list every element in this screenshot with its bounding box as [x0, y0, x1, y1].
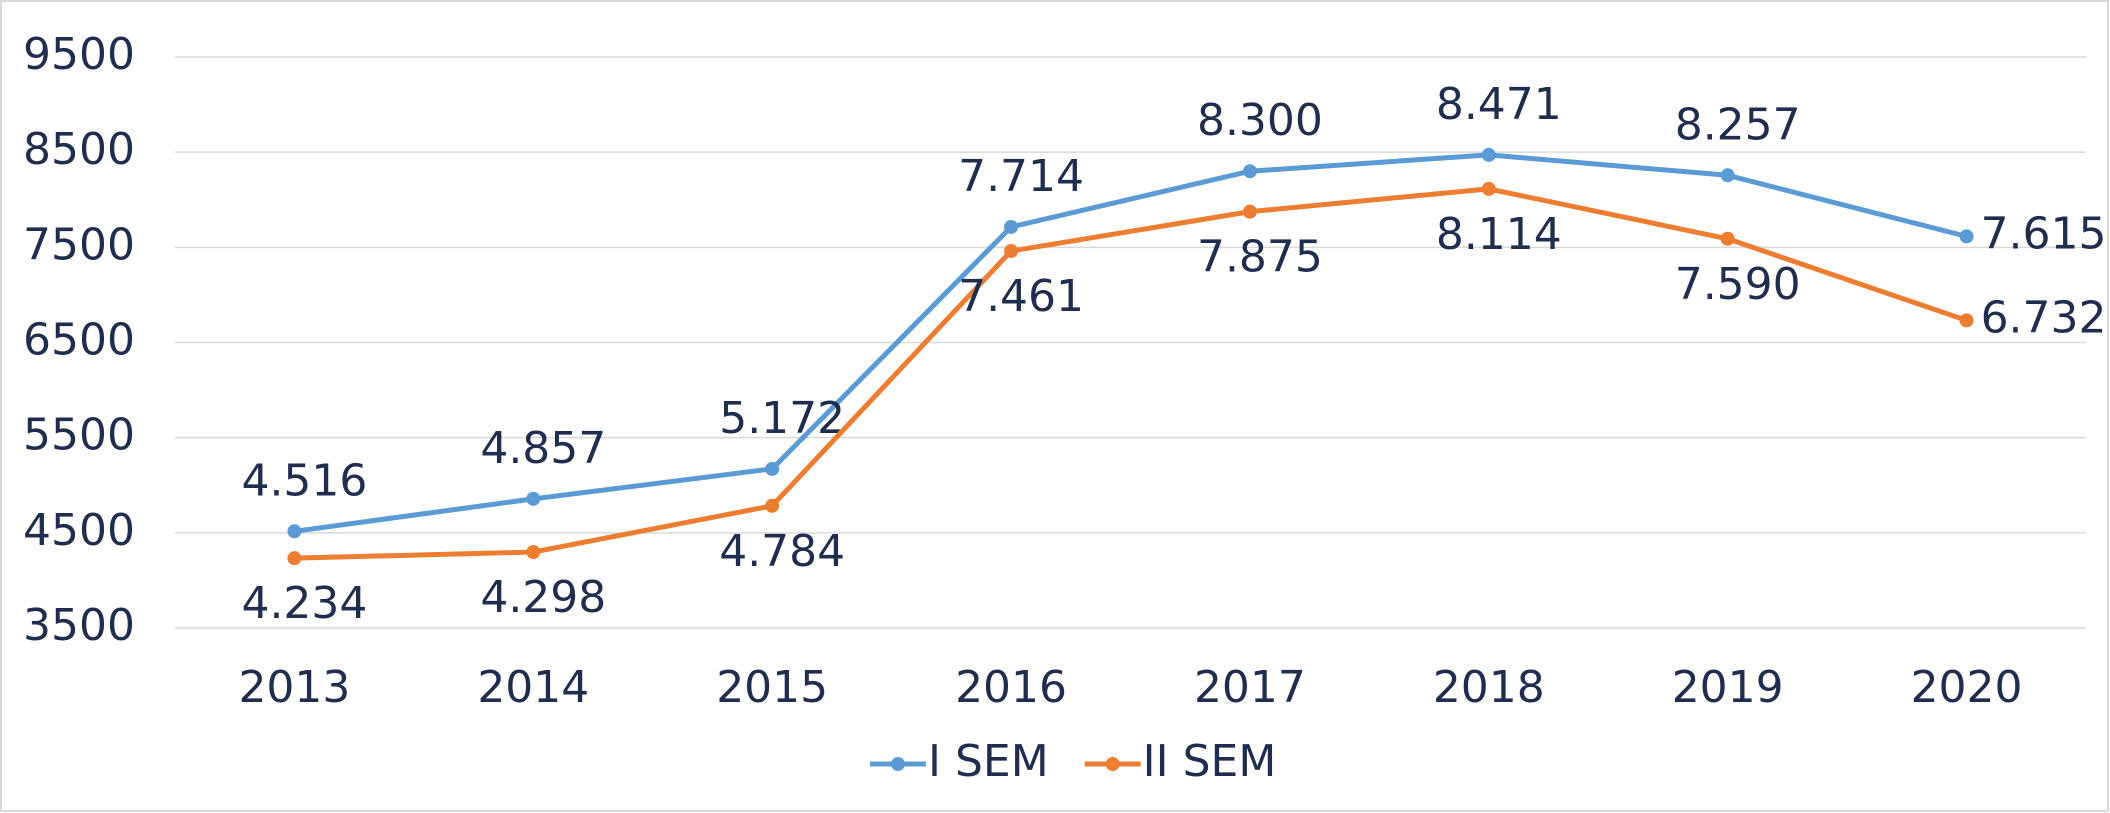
data-point [765, 461, 780, 476]
data-label: 5.172 [719, 393, 845, 444]
x-tick-label: 2014 [477, 662, 589, 713]
data-point [1959, 229, 1974, 244]
data-label: 7.615 [1981, 208, 2107, 259]
x-tick-label: 2015 [716, 662, 828, 713]
data-label: 8.471 [1436, 79, 1562, 130]
data-label: 7.590 [1675, 259, 1801, 310]
data-point [1481, 147, 1496, 162]
data-label: 4.234 [241, 578, 367, 629]
x-tick-label: 2017 [1194, 662, 1306, 713]
data-point [765, 498, 780, 513]
data-point [287, 524, 302, 539]
data-label: 4.516 [241, 455, 367, 506]
data-label: 4.298 [480, 572, 606, 623]
legend-marker [891, 757, 905, 771]
x-tick-label: 2018 [1433, 662, 1545, 713]
data-point [1481, 181, 1496, 196]
legend-label: II SEM [1143, 736, 1277, 787]
data-point [1242, 204, 1257, 219]
data-label: 7.461 [958, 271, 1084, 322]
data-label: 7.875 [1197, 232, 1323, 283]
data-point [1720, 231, 1735, 246]
y-tick-label: 6500 [23, 315, 135, 366]
series-line [294, 186, 1968, 561]
data-point [287, 551, 302, 566]
data-point [526, 545, 541, 560]
data-label: 4.784 [719, 526, 845, 577]
data-label: 7.714 [958, 151, 1084, 202]
data-point [1004, 244, 1019, 259]
y-tick-label: 8500 [23, 124, 135, 175]
legend-label: I SEM [928, 736, 1049, 787]
x-tick-label: 2016 [955, 662, 1067, 713]
data-point [1720, 168, 1735, 183]
y-tick-label: 3500 [23, 600, 135, 651]
y-tick-label: 4500 [23, 505, 135, 556]
data-point [526, 491, 541, 506]
data-label: 4.857 [480, 423, 606, 474]
x-tick-label: 2020 [1911, 662, 2023, 713]
series-line [294, 152, 1968, 534]
data-point [1242, 164, 1257, 179]
data-label: 8.300 [1197, 95, 1323, 146]
y-tick-label: 9500 [23, 29, 135, 80]
y-tick-label: 5500 [23, 410, 135, 461]
y-tick-label: 7500 [23, 219, 135, 270]
data-label: 6.732 [1981, 292, 2107, 343]
data-label: 8.257 [1675, 99, 1801, 150]
x-tick-label: 2019 [1672, 662, 1784, 713]
legend-marker [1105, 757, 1120, 771]
data-point [1959, 313, 1974, 328]
data-label: 8.114 [1436, 209, 1562, 260]
data-point [1004, 219, 1019, 234]
x-tick-label: 2013 [238, 662, 350, 713]
